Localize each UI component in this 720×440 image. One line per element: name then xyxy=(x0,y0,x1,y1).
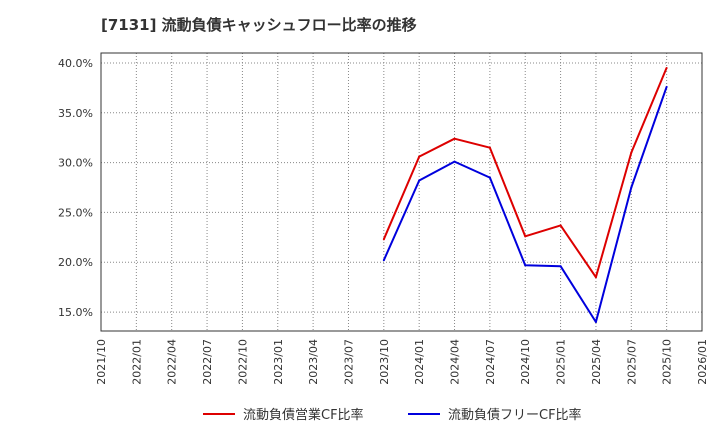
x-tick-label: 2024/04 xyxy=(449,339,462,385)
data-point-free-cf xyxy=(488,176,491,179)
data-point-operating-cf xyxy=(453,137,456,140)
x-tick-label: 2023/01 xyxy=(272,339,285,385)
data-point-operating-cf xyxy=(630,151,633,154)
data-point-operating-cf xyxy=(488,146,491,149)
data-point-free-cf xyxy=(665,85,668,88)
data-point-free-cf xyxy=(382,259,385,262)
y-tick-label: 25.0% xyxy=(58,206,93,219)
y-tick-label: 15.0% xyxy=(58,306,93,319)
data-point-free-cf xyxy=(524,264,527,267)
x-tick-label: 2023/04 xyxy=(307,339,320,385)
x-tick-label: 2025/04 xyxy=(590,339,603,385)
x-tick-label: 2025/10 xyxy=(661,339,674,385)
data-point-operating-cf xyxy=(382,238,385,241)
legend-label-operating-cf: 流動負債営業CF比率 xyxy=(243,407,364,423)
x-tick-label: 2024/10 xyxy=(519,339,532,385)
x-tick-label: 2022/01 xyxy=(130,339,143,385)
x-tick-label: 2023/07 xyxy=(342,339,355,385)
legend-label-free-cf: 流動負債フリーCF比率 xyxy=(448,407,582,423)
x-tick-label: 2024/01 xyxy=(413,339,426,385)
y-tick-label: 40.0% xyxy=(58,57,93,70)
y-tick-label: 35.0% xyxy=(58,107,93,120)
data-point-free-cf xyxy=(453,160,456,163)
plot-frame xyxy=(100,52,703,332)
data-point-operating-cf xyxy=(665,66,668,69)
x-tick-label: 2022/07 xyxy=(201,339,214,385)
data-point-free-cf xyxy=(630,186,633,189)
data-point-operating-cf xyxy=(594,276,597,279)
data-point-operating-cf xyxy=(559,224,562,227)
plot-area xyxy=(101,53,702,331)
y-tick-label: 20.0% xyxy=(58,256,93,269)
data-point-free-cf xyxy=(418,179,421,182)
data-point-operating-cf xyxy=(418,155,421,158)
data-point-free-cf xyxy=(594,321,597,324)
x-tick-label: 2021/10 xyxy=(95,339,108,385)
data-point-operating-cf xyxy=(524,235,527,238)
x-tick-label: 2024/07 xyxy=(484,339,497,385)
x-tick-label: 2023/10 xyxy=(378,339,391,385)
x-tick-label: 2025/01 xyxy=(555,339,568,385)
y-tick-label: 30.0% xyxy=(58,157,93,170)
x-tick-label: 2022/04 xyxy=(166,339,179,385)
x-tick-label: 2026/01 xyxy=(696,339,709,385)
x-tick-label: 2022/10 xyxy=(236,339,249,385)
x-tick-label: 2025/07 xyxy=(625,339,638,385)
data-point-free-cf xyxy=(559,265,562,268)
chart-title: [7131] 流動負債キャッシュフロー比率の推移 xyxy=(101,16,417,34)
